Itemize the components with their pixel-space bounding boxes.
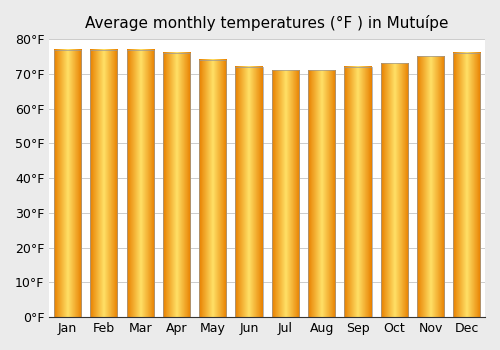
Bar xyxy=(199,60,226,317)
Bar xyxy=(453,53,480,317)
Bar xyxy=(126,50,154,317)
Bar xyxy=(163,53,190,317)
Bar xyxy=(344,67,372,317)
Bar xyxy=(54,50,81,317)
Title: Average monthly temperatures (°F ) in Mutuípe: Average monthly temperatures (°F ) in Mu… xyxy=(86,15,449,31)
Bar xyxy=(90,50,118,317)
Bar xyxy=(417,56,444,317)
Bar xyxy=(308,70,335,317)
Bar xyxy=(380,63,408,317)
Bar xyxy=(272,70,299,317)
Bar xyxy=(236,67,262,317)
